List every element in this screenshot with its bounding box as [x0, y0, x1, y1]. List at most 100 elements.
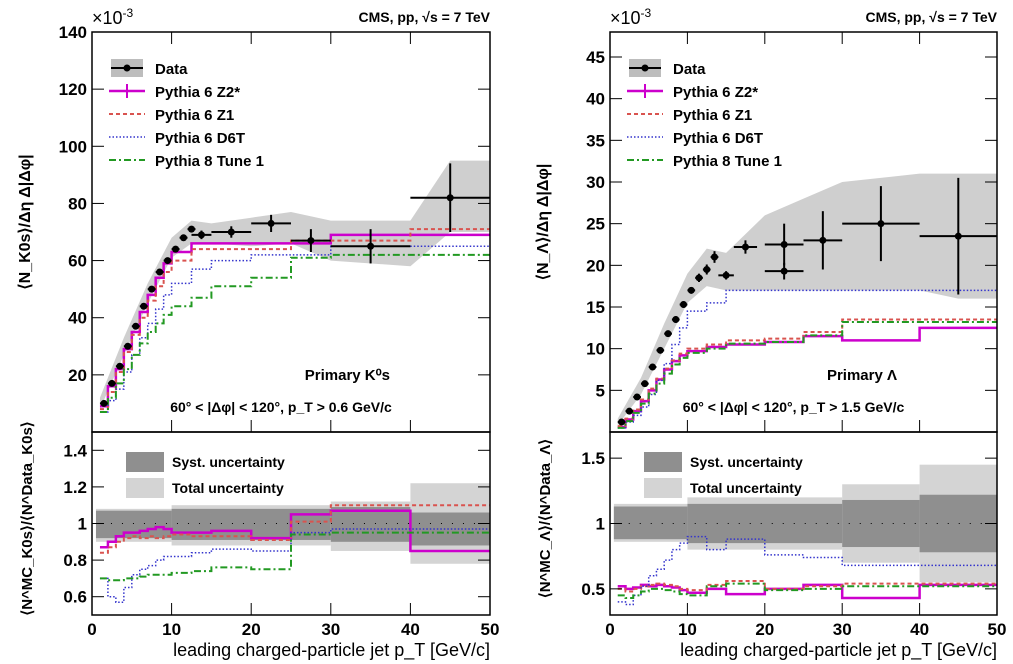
y-tick-label: 35: [586, 131, 605, 150]
data-point-marker: [877, 220, 885, 228]
data-point-marker: [148, 285, 156, 293]
data-point: [187, 225, 196, 233]
data-point-marker: [108, 379, 116, 387]
x-tick-label: 50: [988, 620, 1007, 639]
x-tick-label: 20: [242, 620, 261, 639]
x-tick-label: 20: [755, 620, 774, 639]
x-tick-label: 50: [481, 620, 500, 639]
data-point-marker: [633, 393, 641, 401]
model-line-pythia-8-tune-1: [99, 253, 490, 413]
ratio-y-tick-label: 1: [596, 515, 605, 534]
legend-label: Pythia 8 Tune 1: [673, 153, 782, 170]
exponent-power: -3: [123, 6, 134, 20]
data-point-marker: [780, 241, 788, 248]
data-point: [764, 262, 804, 280]
data-point: [648, 363, 657, 371]
data-point: [179, 234, 188, 242]
ratio-y-tick-label: 1.5: [581, 449, 605, 468]
model-line-pythia-6-d6t: [617, 289, 997, 429]
ratio-y-tick-label: 0.8: [63, 551, 87, 570]
y-tick-label: 15: [586, 298, 605, 317]
y-tick-label: 40: [68, 309, 87, 328]
y-tick-label: 140: [59, 23, 87, 42]
ratio-syst-band: [613, 506, 688, 540]
data-point-marker: [180, 234, 188, 242]
x-tick-label: 40: [910, 620, 929, 639]
data-point: [171, 245, 180, 253]
data-point-marker: [695, 274, 703, 282]
data-point-marker: [307, 237, 315, 245]
ratio-line-pythia-8-tune-1: [617, 582, 997, 600]
header-text: CMS, pp, √s = 7 TeV: [358, 9, 490, 25]
data-point: [617, 418, 626, 426]
x-tick-label: 40: [401, 620, 420, 639]
data-point: [211, 226, 252, 238]
x-tick-label: 30: [321, 620, 340, 639]
data-point-marker: [680, 301, 688, 308]
data-point: [718, 271, 734, 280]
y-tick-label: 10: [586, 340, 605, 359]
ratio-legend-label: Total uncertainty: [690, 480, 802, 496]
ratio-y-axis-label: ⟨N^MC_Λ⟩/⟨N^Data_Λ⟩: [537, 439, 554, 598]
data-point: [664, 330, 672, 338]
x-tick-label: 10: [162, 620, 181, 639]
data-point: [671, 316, 680, 323]
data-uncertainty-band: [99, 160, 491, 410]
data-point: [191, 230, 212, 240]
y-tick-label: 5: [596, 381, 605, 400]
data-point-marker: [687, 286, 695, 294]
ratio-y-tick-label: 0.5: [581, 580, 605, 599]
exponent-power: -3: [641, 6, 652, 20]
data-point-marker: [197, 231, 205, 239]
data-point-marker: [664, 330, 672, 338]
data-point-marker: [156, 268, 164, 276]
ratio-syst-band: [919, 494, 997, 553]
data-point: [410, 163, 490, 232]
ratio-y-tick-label: 0.6: [63, 588, 87, 607]
y-tick-label: 100: [59, 137, 87, 156]
model-line-pythia-6-z1: [99, 228, 490, 411]
legend-swatch-data-marker: [641, 64, 649, 72]
ratio-syst-band: [687, 503, 843, 544]
data-point: [330, 229, 411, 264]
data-point: [640, 380, 649, 388]
ratio-legend-swatch: [644, 452, 682, 472]
data-point-marker: [954, 232, 962, 240]
data-point: [115, 362, 124, 370]
data-point-marker: [116, 362, 124, 370]
data-point: [842, 186, 920, 262]
data-point-marker: [267, 219, 275, 227]
y-tick-label: 120: [59, 80, 87, 99]
legend-label: Pythia 8 Tune 1: [155, 153, 264, 170]
ratio-line-pythia-6-d6t: [617, 535, 997, 606]
ratio-y-axis-label: ⟨N^MC_K0s⟩/⟨N^Data_K0s⟩: [19, 421, 36, 615]
data-point: [702, 264, 711, 275]
legend-swatch-data-marker: [123, 64, 131, 72]
y-tick-label: 30: [586, 173, 605, 192]
x-tick-label: 30: [833, 620, 852, 639]
data-point-marker: [132, 322, 140, 330]
ratio-syst-band: [842, 499, 920, 548]
data-point: [803, 211, 843, 270]
data-point-marker: [446, 194, 454, 202]
ratio-y-tick-label: 1: [78, 515, 87, 534]
legend-label: Pythia 6 Z2*: [155, 84, 240, 101]
data-point-marker: [625, 407, 633, 415]
data-point: [633, 393, 641, 401]
y-axis-label: ⟨N_K0s⟩/Δη Δ|Δφ|: [17, 154, 34, 289]
data-point: [251, 214, 291, 232]
x-axis-label: leading charged-particle jet p_T [GeV/c]: [680, 640, 997, 661]
data-point: [679, 301, 688, 308]
y-tick-label: 40: [586, 90, 605, 109]
y-tick-label: 20: [68, 366, 87, 385]
data-uncertainty-band: [617, 173, 997, 426]
y-tick-label: 60: [68, 252, 87, 271]
ratio-line-pythia-6-z2-: [99, 509, 490, 553]
ratio-legend-label: Syst. uncertainty: [690, 454, 803, 470]
model-line-pythia-8-tune-1: [617, 321, 997, 429]
y-tick-label: 20: [586, 256, 605, 275]
ratio-legend-swatch: [126, 478, 164, 498]
ratio-y-tick-label: 1.2: [63, 478, 87, 497]
data-point-marker: [172, 245, 180, 253]
